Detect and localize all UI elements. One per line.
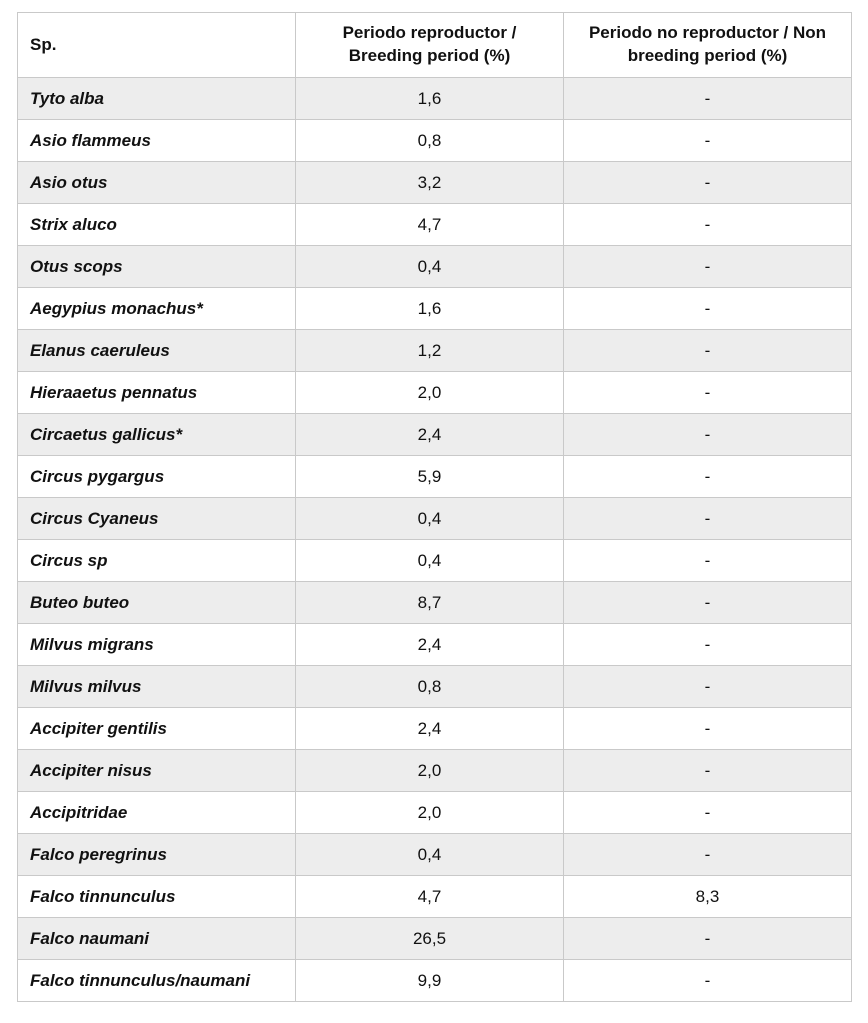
table-row: Milvus milvus 0,8 - (17, 665, 852, 708)
species-name: Aegypius monachus* (17, 287, 296, 330)
non-breeding-period-value: - (563, 371, 852, 414)
non-breeding-period-value: - (563, 749, 852, 792)
species-name: Circus pygargus (17, 455, 296, 498)
breeding-period-value: 4,7 (295, 203, 564, 246)
table-row: Aegypius monachus* 1,6 - (17, 287, 852, 330)
breeding-period-value: 0,8 (295, 665, 564, 708)
table-row: Elanus caeruleus 1,2 - (17, 329, 852, 372)
table-header: Sp. Periodo reproductor / Breeding perio… (17, 12, 852, 78)
species-name: Tyto alba (17, 77, 296, 120)
species-name: Elanus caeruleus (17, 329, 296, 372)
species-name: Milvus migrans (17, 623, 296, 666)
column-header-non-breeding-period: Periodo no reproductor / Non breeding pe… (563, 12, 852, 78)
species-name: Falco tinnunculus/naumani (17, 959, 296, 1002)
breeding-period-value: 0,4 (295, 497, 564, 540)
table-row: Falco tinnunculus 4,7 8,3 (17, 875, 852, 918)
species-name: Strix aluco (17, 203, 296, 246)
species-name: Hieraaetus pennatus (17, 371, 296, 414)
breeding-period-value: 0,4 (295, 245, 564, 288)
species-name: Circaetus gallicus* (17, 413, 296, 456)
species-name: Falco naumani (17, 917, 296, 960)
species-name: Circus Cyaneus (17, 497, 296, 540)
non-breeding-period-value: - (563, 329, 852, 372)
breeding-period-value: 0,8 (295, 119, 564, 162)
non-breeding-period-value: - (563, 497, 852, 540)
table-row: Accipiter gentilis 2,4 - (17, 707, 852, 750)
non-breeding-period-value: - (563, 203, 852, 246)
table-row: Tyto alba 1,6 - (17, 77, 852, 120)
non-breeding-period-value: - (563, 665, 852, 708)
non-breeding-period-value: - (563, 161, 852, 204)
breeding-period-value: 2,4 (295, 623, 564, 666)
table-row: Circus Cyaneus 0,4 - (17, 497, 852, 540)
table-row: Accipiter nisus 2,0 - (17, 749, 852, 792)
breeding-period-value: 8,7 (295, 581, 564, 624)
table-row: Buteo buteo 8,7 - (17, 581, 852, 624)
species-period-table: Sp. Periodo reproductor / Breeding perio… (17, 12, 852, 1002)
non-breeding-period-value: - (563, 707, 852, 750)
species-name: Otus scops (17, 245, 296, 288)
non-breeding-period-value: - (563, 623, 852, 666)
species-name: Accipiter nisus (17, 749, 296, 792)
table-row: Asio flammeus 0,8 - (17, 119, 852, 162)
non-breeding-period-value: - (563, 413, 852, 456)
header-row: Sp. Periodo reproductor / Breeding perio… (17, 12, 852, 78)
species-name: Falco tinnunculus (17, 875, 296, 918)
column-header-species: Sp. (17, 12, 296, 78)
table-row: Circus sp 0,4 - (17, 539, 852, 582)
species-name: Circus sp (17, 539, 296, 582)
non-breeding-period-value: - (563, 287, 852, 330)
breeding-period-value: 2,4 (295, 413, 564, 456)
table-row: Otus scops 0,4 - (17, 245, 852, 288)
table-row: Falco tinnunculus/naumani 9,9 - (17, 959, 852, 1002)
species-name: Milvus milvus (17, 665, 296, 708)
non-breeding-period-value: - (563, 833, 852, 876)
table-row: Falco naumani 26,5 - (17, 917, 852, 960)
breeding-period-value: 2,4 (295, 707, 564, 750)
non-breeding-period-value: - (563, 539, 852, 582)
table-row: Milvus migrans 2,4 - (17, 623, 852, 666)
breeding-period-value: 5,9 (295, 455, 564, 498)
species-name: Accipiter gentilis (17, 707, 296, 750)
table-row: Hieraaetus pennatus 2,0 - (17, 371, 852, 414)
non-breeding-period-value: - (563, 119, 852, 162)
non-breeding-period-value: - (563, 77, 852, 120)
non-breeding-period-value: - (563, 917, 852, 960)
breeding-period-value: 0,4 (295, 833, 564, 876)
non-breeding-period-value: - (563, 581, 852, 624)
species-name: Accipitridae (17, 791, 296, 834)
column-header-breeding-period: Periodo reproductor / Breeding period (%… (295, 12, 564, 78)
breeding-period-value: 2,0 (295, 791, 564, 834)
breeding-period-value: 2,0 (295, 371, 564, 414)
table-row: Falco peregrinus 0,4 - (17, 833, 852, 876)
species-name: Asio otus (17, 161, 296, 204)
species-name: Asio flammeus (17, 119, 296, 162)
non-breeding-period-value: - (563, 245, 852, 288)
table-row: Circus pygargus 5,9 - (17, 455, 852, 498)
table-row: Circaetus gallicus* 2,4 - (17, 413, 852, 456)
table-row: Accipitridae 2,0 - (17, 791, 852, 834)
table-body: Tyto alba 1,6 - Asio flammeus 0,8 - Asio… (17, 77, 852, 1002)
table-row: Strix aluco 4,7 - (17, 203, 852, 246)
non-breeding-period-value: - (563, 455, 852, 498)
breeding-period-value: 1,2 (295, 329, 564, 372)
species-name: Buteo buteo (17, 581, 296, 624)
breeding-period-value: 26,5 (295, 917, 564, 960)
breeding-period-value: 0,4 (295, 539, 564, 582)
species-name: Falco peregrinus (17, 833, 296, 876)
breeding-period-value: 1,6 (295, 77, 564, 120)
non-breeding-period-value: 8,3 (563, 875, 852, 918)
breeding-period-value: 1,6 (295, 287, 564, 330)
non-breeding-period-value: - (563, 791, 852, 834)
breeding-period-value: 2,0 (295, 749, 564, 792)
table-row: Asio otus 3,2 - (17, 161, 852, 204)
breeding-period-value: 3,2 (295, 161, 564, 204)
breeding-period-value: 4,7 (295, 875, 564, 918)
non-breeding-period-value: - (563, 959, 852, 1002)
breeding-period-value: 9,9 (295, 959, 564, 1002)
